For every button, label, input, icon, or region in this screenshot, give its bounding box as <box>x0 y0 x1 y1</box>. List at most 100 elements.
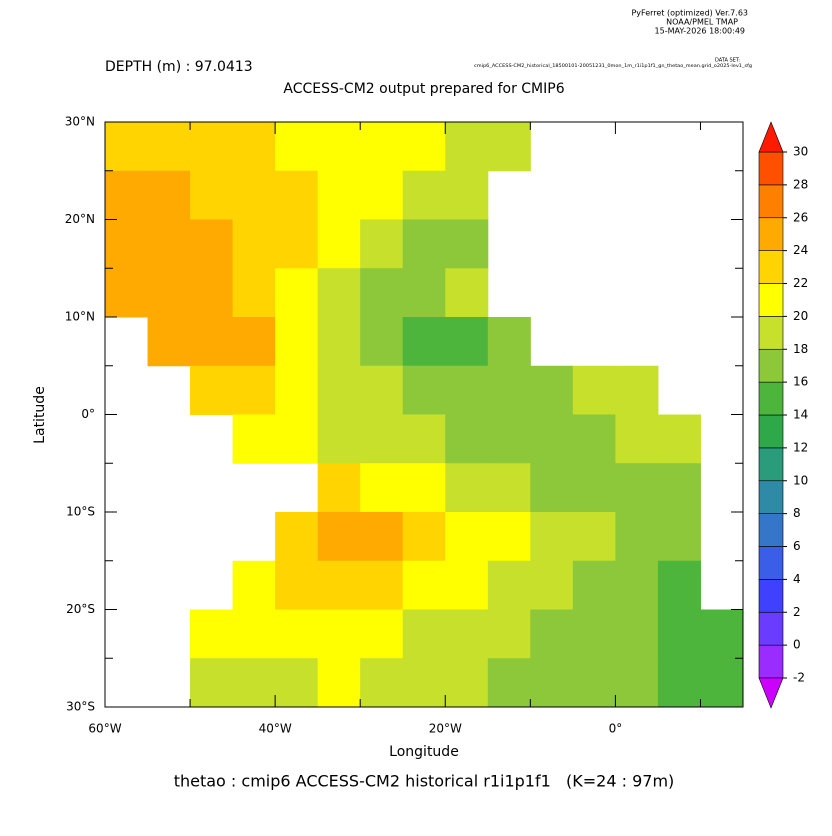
x-tick-label: 40°W <box>259 722 292 736</box>
cell <box>402 560 446 610</box>
cell <box>657 463 701 513</box>
cell <box>360 365 404 415</box>
cell <box>147 219 191 269</box>
cell <box>657 560 701 610</box>
colorbar-swatch <box>758 579 784 613</box>
cell <box>445 122 489 172</box>
colorbar-label: -2 <box>793 671 805 685</box>
chart-title: ACCESS-CM2 output prepared for CMIP6 <box>283 81 564 97</box>
cell <box>190 268 234 318</box>
cell <box>615 463 659 513</box>
cell <box>615 560 659 610</box>
colorbar-swatch <box>758 644 784 679</box>
cell <box>530 560 574 610</box>
dataset: cmip6_ACCESS-CM2_historical_18500101-200… <box>474 63 753 68</box>
cell <box>487 414 531 464</box>
cell <box>275 170 319 220</box>
cell <box>190 170 234 220</box>
colorbar-label: 28 <box>793 177 808 191</box>
cell <box>105 219 149 269</box>
cell <box>700 658 744 708</box>
cell <box>232 268 276 318</box>
cell <box>147 268 191 318</box>
cell <box>445 512 489 562</box>
colorbar-label: 14 <box>793 408 808 422</box>
x-tick-label: 60°W <box>88 722 121 736</box>
cell <box>487 317 531 367</box>
cell <box>615 414 659 464</box>
cell <box>232 219 276 269</box>
y-tick-label: 20°S <box>66 602 95 616</box>
colorbar-under <box>758 677 784 709</box>
cell <box>232 365 276 415</box>
cell <box>487 658 531 708</box>
cell <box>530 463 574 513</box>
cell <box>402 317 446 367</box>
cell <box>190 365 234 415</box>
y-tick-label: 30°S <box>66 700 95 714</box>
cell <box>360 658 404 708</box>
colorbar-swatch <box>758 316 784 350</box>
cell <box>275 365 319 415</box>
cell <box>615 365 659 415</box>
cell <box>317 658 361 708</box>
colorbar-swatch <box>758 184 784 219</box>
dataset-label: DATA SET: <box>715 58 740 64</box>
colorbar-swatch <box>758 447 784 482</box>
cell <box>700 609 744 659</box>
cell <box>360 512 404 562</box>
cell <box>360 268 404 318</box>
colorbar-swatch <box>758 348 784 383</box>
cell <box>232 658 276 708</box>
cell <box>147 170 191 220</box>
cell <box>445 609 489 659</box>
cell <box>657 609 701 659</box>
cell <box>572 463 616 513</box>
colorbar-label: 2 <box>793 605 801 619</box>
cell <box>615 658 659 708</box>
colorbar-swatch <box>758 283 784 317</box>
cell <box>572 414 616 464</box>
cell <box>445 170 489 220</box>
cell <box>402 219 446 269</box>
cell <box>360 463 404 513</box>
cell <box>487 512 531 562</box>
cell <box>232 414 276 464</box>
cell <box>275 414 319 464</box>
cell <box>402 512 446 562</box>
colorbar-label: 16 <box>793 375 808 389</box>
cell <box>317 414 361 464</box>
org: NOAA/PMEL TMAP <box>666 18 738 27</box>
colorbar-label: 12 <box>793 440 808 454</box>
cell <box>402 122 446 172</box>
cell <box>232 609 276 659</box>
y-tick-label: 20°N <box>65 212 95 226</box>
cell <box>445 219 489 269</box>
cell <box>232 170 276 220</box>
colorbar-label: 30 <box>793 145 808 159</box>
cell <box>657 512 701 562</box>
cell <box>657 414 701 464</box>
cell <box>275 268 319 318</box>
y-tick-label: 30°N <box>65 115 95 129</box>
cell <box>105 122 149 172</box>
cell <box>275 658 319 708</box>
cell <box>360 414 404 464</box>
cell <box>530 609 574 659</box>
cell <box>445 560 489 610</box>
x-tick-label: 20°W <box>429 722 462 736</box>
cell <box>317 512 361 562</box>
cell <box>402 414 446 464</box>
cell <box>572 609 616 659</box>
y-tick-label: 10°S <box>66 505 95 519</box>
colorbar-swatch <box>758 611 784 646</box>
cell <box>275 317 319 367</box>
cell <box>317 365 361 415</box>
cell <box>530 658 574 708</box>
cell <box>360 609 404 659</box>
colorbar-swatch <box>758 546 784 580</box>
cell <box>402 365 446 415</box>
cell <box>572 560 616 610</box>
